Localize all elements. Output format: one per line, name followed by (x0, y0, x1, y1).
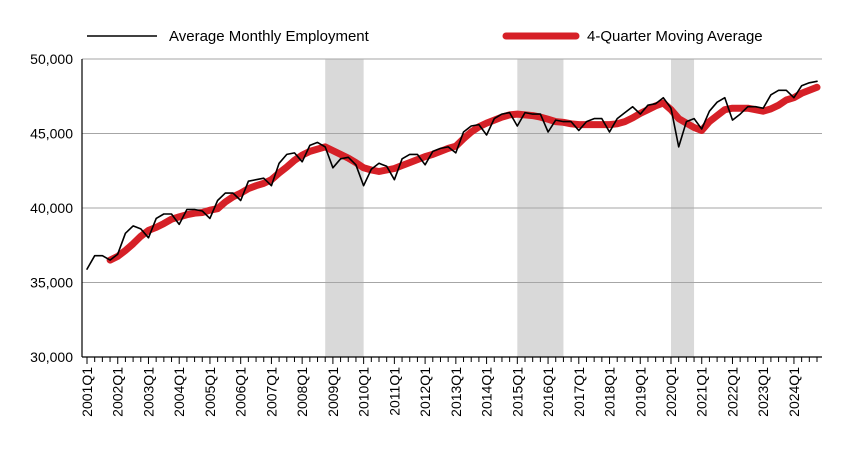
y-tick-label: 30,000 (30, 349, 73, 365)
x-tick-label: 2008Q1 (294, 367, 310, 417)
y-tick-label: 40,000 (30, 200, 73, 216)
x-tick-label: 2013Q1 (448, 367, 464, 417)
series-line-employment (86, 80, 818, 270)
y-tick-label: 45,000 (30, 126, 73, 142)
x-tick-label: 2018Q1 (602, 367, 618, 417)
legend-label-employment: Average Monthly Employment (169, 28, 370, 45)
x-tick-label: 2003Q1 (140, 367, 156, 417)
x-tick-label: 2001Q1 (79, 367, 95, 417)
series-lines (86, 80, 821, 270)
x-tick-label: 2002Q1 (110, 367, 126, 417)
y-tick-label: 50,000 (30, 51, 73, 67)
x-tick-label: 2024Q1 (786, 367, 802, 417)
series-line-moving-average (106, 83, 821, 264)
x-tick-label: 2004Q1 (171, 367, 187, 417)
x-tick-label: 2019Q1 (632, 367, 648, 417)
x-tick-label: 2020Q1 (663, 367, 679, 417)
legend-label-moving-average: 4-Quarter Moving Average (587, 28, 763, 45)
x-tick-label: 2023Q1 (755, 367, 771, 417)
x-tick-label: 2009Q1 (325, 367, 341, 417)
x-tick-label: 2014Q1 (479, 367, 495, 417)
x-tick-label: 2016Q1 (540, 367, 556, 417)
axes: 30,000 35,000 40,000 45,000 50,000 2001Q1 2002… (30, 51, 822, 417)
x-tick-label: 2022Q1 (724, 367, 740, 417)
legend: Average Monthly Employment 4-Quarter Mov… (87, 28, 763, 45)
x-tick-label: 2006Q1 (233, 367, 249, 417)
x-tick-label: 2021Q1 (694, 367, 710, 417)
x-tick-label: 2005Q1 (202, 367, 218, 417)
y-tick-label: 35,000 (30, 275, 73, 291)
x-tick-label: 2017Q1 (571, 367, 587, 417)
x-tick-label: 2011Q1 (386, 367, 402, 416)
x-tick-label: 2010Q1 (356, 367, 372, 417)
x-tick-label: 2015Q1 (509, 367, 525, 417)
x-tick-label: 2012Q1 (417, 367, 433, 417)
gridlines (82, 58, 822, 283)
x-tick-label: 2007Q1 (263, 367, 279, 417)
